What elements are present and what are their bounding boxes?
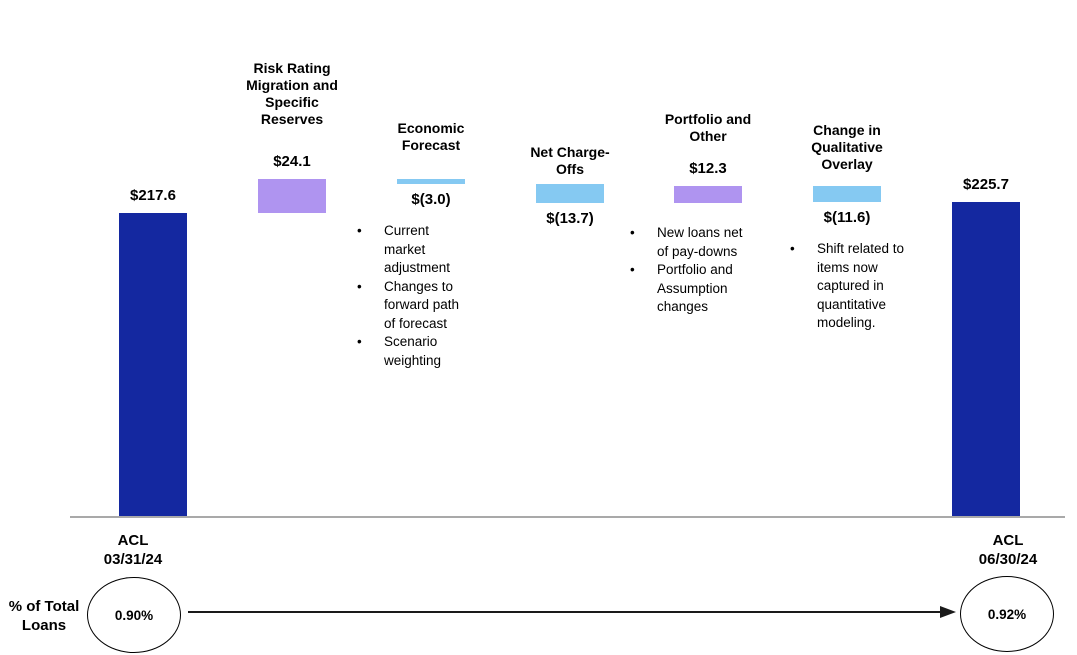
axis-label-acl-end: ACL 06/30/24	[978, 532, 1038, 568]
bullet-marker: •	[357, 334, 362, 349]
bar-value-change-in-qualitative-overlay: $(11.6)	[823, 208, 871, 226]
column-bullets-change-in-qualitative-overlay: • Shift related to items now captured in …	[790, 240, 909, 333]
bar-segment-change-in-qualitative-overlay	[813, 185, 881, 202]
column-header-net-charge-offs: Net Charge- Offs	[530, 144, 610, 177]
column-header-economic-forecast: Economic Forecast	[397, 120, 465, 153]
bullet-text: Portfolio and Assumption changes	[657, 262, 733, 314]
bullet-marker: •	[630, 225, 635, 240]
bullet-text: Shift related to items now captured in q…	[817, 241, 905, 330]
bullet-marker: •	[357, 278, 362, 294]
bar-value-risk-rating-migration: $24.1	[273, 153, 311, 171]
end-pct-value: 0.92%	[987, 606, 1027, 622]
column-header-portfolio-and-other: Portfolio and Other	[664, 111, 752, 144]
bullet-item: • Current market adjustment	[357, 222, 472, 278]
bar-segment-acl-start	[119, 212, 187, 516]
bullet-marker: •	[790, 241, 795, 256]
pct-of-total-loans-label: % of Total Loans	[8, 598, 80, 634]
bar-value-portfolio-and-other: $12.3	[689, 159, 727, 177]
bar-segment-economic-forecast	[397, 179, 465, 184]
bar-value-economic-forecast: $(3.0)	[411, 190, 451, 208]
bullet-text: New loans net of pay-downs	[657, 225, 743, 259]
column-header-change-in-qualitative-overlay: Change in Qualitative Overlay	[811, 122, 883, 172]
bullet-item: • Portfolio and Assumption changes	[630, 261, 745, 317]
bar-segment-acl-end	[952, 201, 1020, 516]
bar-value-net-charge-offs: $(13.7)	[546, 209, 594, 227]
start-pct-value: 0.90%	[114, 607, 154, 623]
bar-value-acl-end: $225.7	[963, 175, 1009, 193]
bullet-item: • Scenario weighting	[357, 333, 472, 370]
bar-segment-net-charge-offs	[536, 183, 604, 203]
end-pct-oval: 0.92%	[960, 576, 1054, 652]
start-pct-oval: 0.90%	[87, 577, 181, 653]
column-bullets-portfolio-and-other: • New loans net of pay-downs • Portfolio an…	[630, 224, 745, 317]
bar-segment-risk-rating-migration	[258, 179, 326, 213]
column-bullets-economic-forecast: • Current market adjustment • Changes to fo…	[357, 222, 472, 370]
bullet-marker: •	[630, 262, 635, 277]
bullet-item: • Changes to forward path of forecast	[357, 278, 472, 334]
bullet-item: • Shift related to items now captured in …	[790, 240, 909, 333]
axis-baseline	[70, 516, 1065, 518]
bullet-marker: •	[357, 223, 362, 238]
column-header-risk-rating-migration: Risk Rating Migration and Specific Reser…	[246, 60, 338, 127]
bar-segment-portfolio-and-other	[674, 185, 742, 203]
axis-label-acl-start: ACL 03/31/24	[103, 532, 163, 568]
bullet-text: Scenario weighting	[384, 334, 442, 368]
bar-value-acl-start: $217.6	[130, 186, 176, 204]
trend-arrow-icon	[188, 606, 956, 618]
bullet-text: Changes to forward path of forecast	[384, 278, 460, 331]
bullet-text: Current market adjustment	[384, 223, 451, 275]
bullet-item: • New loans net of pay-downs	[630, 224, 745, 261]
